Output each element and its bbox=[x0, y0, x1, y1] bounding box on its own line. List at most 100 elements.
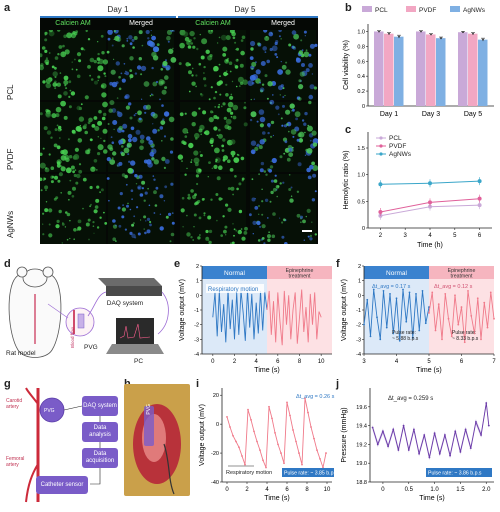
legend-label-pvdf: PVDF bbox=[419, 7, 436, 14]
b-ytick-label: 0 bbox=[362, 104, 365, 110]
c-ylabel: Hemolytic ratio (%) bbox=[343, 150, 350, 209]
b-xtick-label: Day 1 bbox=[380, 111, 398, 118]
chart-e-xtick-label: 0 bbox=[211, 359, 215, 365]
c-legend-label-agnws: AgNWs bbox=[389, 151, 412, 158]
f-pulse-epi-val: ~ 8.33 b.p.s bbox=[452, 336, 479, 342]
blood-flow-label: Blood flow bbox=[70, 327, 75, 348]
chart-j-point bbox=[407, 449, 410, 451]
chart-f-point bbox=[424, 322, 427, 325]
chart-f-xtick-label: 4 bbox=[395, 359, 399, 365]
chart-j-point bbox=[397, 449, 400, 451]
chart-f-point bbox=[379, 338, 382, 341]
chart-f-point bbox=[372, 288, 375, 291]
chart-f-region-header-1 bbox=[429, 266, 494, 279]
c-legend-label-pvdf: PVDF bbox=[389, 143, 406, 150]
chart-e-xtick-label: 8 bbox=[298, 359, 302, 365]
box-data-acquisition: Data acquisition bbox=[82, 448, 118, 468]
chart-j-point bbox=[480, 434, 482, 436]
chart-f-point bbox=[418, 329, 421, 332]
panel-letter-g: g bbox=[4, 378, 11, 390]
microscopy-tile-r2-c3 bbox=[249, 173, 317, 244]
chart-f-point bbox=[395, 297, 398, 300]
microscopy-tile-r2-c1 bbox=[106, 173, 175, 244]
chart-i-point bbox=[310, 426, 312, 428]
col-label-calcein-day5: Calcien AM bbox=[195, 20, 231, 27]
chart-j-point bbox=[454, 430, 457, 433]
chart-i-point bbox=[292, 429, 294, 431]
chart-e-xtick-label: 10 bbox=[318, 359, 325, 365]
chart-j-point bbox=[459, 451, 462, 453]
f-pulse-normal-val: ~ 5.88 b.p.s bbox=[392, 336, 419, 342]
bar-marker bbox=[472, 32, 474, 35]
chart-f-point bbox=[470, 314, 473, 317]
chart-f-point bbox=[437, 303, 440, 306]
daq-front bbox=[106, 286, 162, 296]
chart-f-ytick-label: -1 bbox=[356, 308, 361, 314]
chart-j-ylabel: Pressure (mmHg) bbox=[341, 407, 348, 462]
pvg-label-g: PVG bbox=[44, 408, 55, 414]
f-pulse-normal: Pulse rate: bbox=[392, 330, 416, 336]
chart-f-point bbox=[389, 292, 391, 295]
chart-f-ytick-label: 1 bbox=[358, 279, 361, 285]
chart-j-point bbox=[475, 420, 477, 423]
chart-e-region-label-1b: treatment bbox=[289, 274, 311, 280]
chart-f-point bbox=[473, 332, 476, 335]
chart-j-point bbox=[371, 426, 374, 429]
b-ylabel: Cell viability (%) bbox=[343, 40, 350, 90]
chart-f-point bbox=[415, 292, 417, 295]
chart-f-point bbox=[431, 291, 434, 294]
chart-j-ytick-label: 19.2 bbox=[356, 442, 367, 448]
chart-f-xtick-label: 3 bbox=[362, 359, 366, 365]
chart-f-point bbox=[460, 306, 463, 308]
panel-letter-f: f bbox=[336, 258, 340, 270]
chart-f-point bbox=[392, 332, 395, 335]
b-ytick-label: 0.8 bbox=[357, 44, 365, 50]
chart-j-xtick-label: 1.0 bbox=[430, 487, 439, 493]
microscopy-tile-r1-c1 bbox=[106, 100, 175, 174]
legend-swatch-pcl bbox=[362, 6, 372, 12]
chart-j-point bbox=[449, 454, 451, 457]
bar-pvdf-day3 bbox=[426, 34, 436, 106]
chart-i-point bbox=[277, 443, 279, 446]
chart-i-point bbox=[313, 437, 315, 440]
c-xlabel: Time (h) bbox=[417, 242, 443, 249]
row-label-agnws: AgNWs bbox=[6, 210, 15, 238]
chart-f-point bbox=[480, 338, 482, 341]
chart-e-ytick-label: -1 bbox=[194, 308, 199, 314]
c-xtick-label: 6 bbox=[478, 233, 482, 239]
chart-i-xtick-label: 6 bbox=[285, 487, 289, 493]
chart-f-point bbox=[457, 323, 460, 326]
day5-header: Day 5 bbox=[234, 5, 256, 14]
chart-e-ytick-label: 0 bbox=[196, 293, 199, 299]
chart-f-point bbox=[454, 294, 456, 297]
col-label-merged-day5: Merged bbox=[271, 20, 295, 27]
chart-i-point bbox=[265, 466, 267, 469]
microscopy-tile-r0-c3 bbox=[247, 30, 318, 101]
chart-i-ytick-label: 0 bbox=[216, 422, 219, 428]
chart-j-point bbox=[487, 424, 490, 427]
e-annotation-respiratory: Respiratory motion bbox=[208, 287, 258, 293]
day1-underline bbox=[40, 16, 176, 18]
rat-model-drawing bbox=[8, 266, 62, 358]
chart-e-ytick-label: -3 bbox=[194, 337, 199, 343]
wire bbox=[163, 443, 175, 495]
chart-e-region-label-0: Normal bbox=[224, 270, 246, 277]
chart-f-region-header-0 bbox=[364, 266, 429, 279]
e-annotation-bg bbox=[206, 284, 264, 293]
chart-f-point bbox=[421, 290, 424, 292]
c-legend-marker-agnws bbox=[379, 152, 383, 156]
c-point-pvdf bbox=[378, 210, 383, 214]
chart-j-ytick-label: 19.6 bbox=[356, 405, 367, 411]
chart-j-point bbox=[444, 434, 446, 436]
laptop-waveform bbox=[119, 323, 151, 339]
chart-i-ylabel: Voltage output (mV) bbox=[199, 404, 206, 466]
c-xtick-label: 4 bbox=[428, 233, 432, 239]
microscopy-tile-r0-c2 bbox=[178, 30, 248, 101]
f-dt-epi: Δt_avg = 0.12 s bbox=[434, 284, 473, 290]
chart-j-point bbox=[382, 430, 384, 433]
chart-j-point bbox=[423, 434, 426, 436]
chart-i-point bbox=[271, 417, 273, 420]
day1-header: Day 1 bbox=[107, 5, 129, 14]
